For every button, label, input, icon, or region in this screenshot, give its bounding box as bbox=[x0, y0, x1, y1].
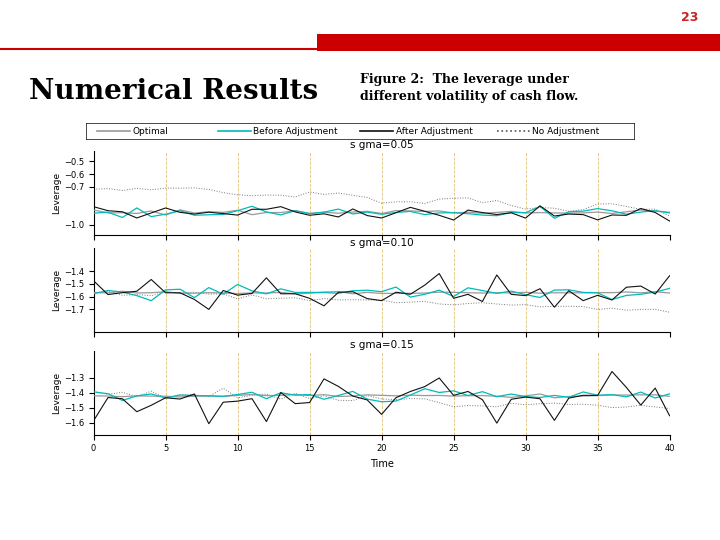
Text: Figure 2:  The leverage under
different volatility of cash flow.: Figure 2: The leverage under different v… bbox=[360, 73, 578, 103]
X-axis label: Time: Time bbox=[369, 459, 394, 469]
Title: s gma=0.15: s gma=0.15 bbox=[350, 340, 413, 350]
Bar bbox=[317, 34, 720, 51]
Title: s gma=0.10: s gma=0.10 bbox=[350, 238, 413, 248]
Text: After Adjustment: After Adjustment bbox=[395, 127, 472, 136]
Text: Numerical Results: Numerical Results bbox=[29, 78, 318, 105]
Text: No Adjustment: No Adjustment bbox=[532, 127, 600, 136]
Y-axis label: Leverage: Leverage bbox=[52, 269, 61, 312]
Text: Optimal: Optimal bbox=[133, 127, 168, 136]
Text: 23: 23 bbox=[681, 11, 698, 24]
Y-axis label: Leverage: Leverage bbox=[52, 372, 61, 414]
Text: Before Adjustment: Before Adjustment bbox=[253, 127, 338, 136]
Y-axis label: Leverage: Leverage bbox=[52, 172, 61, 214]
Title: s gma=0.05: s gma=0.05 bbox=[350, 140, 413, 151]
